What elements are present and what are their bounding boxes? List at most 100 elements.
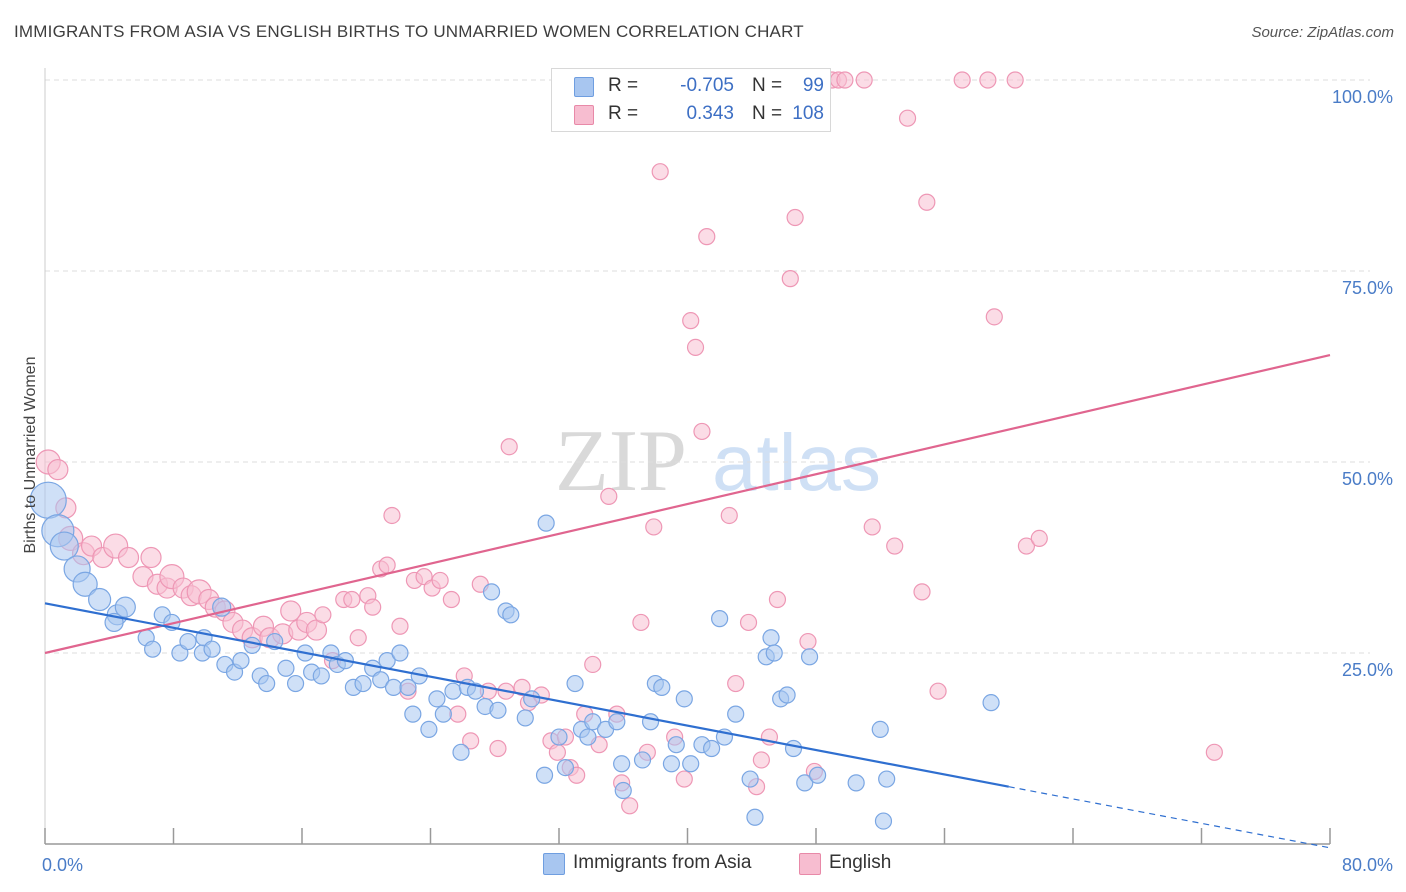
english-point [548, 743, 566, 761]
asia-point [982, 694, 1000, 712]
asia-point [434, 705, 452, 723]
english-point [513, 678, 531, 696]
english-point [752, 751, 770, 769]
asia-point [550, 728, 568, 746]
asia-point [871, 720, 889, 739]
english-point [47, 459, 69, 481]
english-point [686, 338, 705, 356]
asia-point [258, 674, 276, 693]
asia-point [566, 674, 584, 693]
asia-point [608, 713, 626, 731]
legend-n-value-english: 108 [792, 103, 824, 124]
legend-r-value-asia: -0.705 [680, 75, 734, 96]
y-tick-label: 75.0% [1342, 278, 1393, 298]
asia-point [667, 736, 685, 754]
legend-r-value-english: 0.343 [686, 103, 734, 124]
english-point [117, 546, 140, 569]
english-point [886, 537, 904, 555]
asia-point [49, 531, 79, 561]
english-point [621, 797, 639, 815]
asia-point [523, 690, 541, 708]
english-point [1030, 529, 1048, 548]
asia-point [614, 781, 632, 800]
english-point [918, 193, 936, 211]
asia-point [746, 808, 764, 826]
asia-point [778, 686, 796, 704]
legend-n-label: N = [752, 75, 783, 96]
zipatlas-watermark: ZIP atlas [555, 413, 881, 510]
grid-lines [45, 79, 1370, 654]
english-point [786, 208, 804, 227]
x-tick-label-min: 0.0% [42, 855, 83, 875]
english-point [979, 71, 997, 89]
english-point [682, 312, 700, 330]
series-legend: Immigrants from Asia English [0, 852, 1406, 878]
asia-trend-extension [1008, 786, 1331, 849]
english-point [442, 590, 460, 609]
asia-point [847, 774, 865, 792]
asia-point [633, 751, 652, 769]
asia-point [466, 682, 485, 700]
series-label-asia: Immigrants from Asia [573, 852, 752, 873]
chart-title: IMMIGRANTS FROM ASIA VS ENGLISH BIRTHS T… [14, 22, 804, 41]
series-swatch-english [799, 853, 821, 875]
axes [44, 68, 1331, 845]
english-point [280, 600, 302, 622]
asia-point [232, 652, 250, 670]
asia-point [711, 610, 729, 628]
english-point [799, 632, 817, 651]
asia-point [556, 758, 575, 777]
asia-point [399, 678, 417, 696]
asia-point [809, 766, 827, 784]
legend-n-value-asia: 99 [802, 75, 824, 96]
asia-point [286, 674, 305, 693]
english-point [651, 163, 669, 181]
asia-trend-line [44, 602, 1009, 788]
asia-point [243, 636, 261, 654]
asia-point [653, 678, 671, 696]
english-point [645, 518, 663, 536]
legend-r-label: R = [608, 103, 639, 124]
series-label-english: English [829, 852, 892, 873]
english-point [378, 556, 396, 574]
axis-labels: 25.0% 50.0% 75.0% 100.0% 0.0% 80.0% Births to … [22, 87, 1393, 875]
asia-point [800, 648, 819, 666]
english-trend-line [44, 353, 1331, 655]
english-point [314, 606, 332, 624]
english-point [391, 617, 409, 635]
asia-point [452, 743, 470, 761]
asia-point [203, 640, 221, 658]
y-tick-label: 100.0% [1332, 87, 1393, 107]
asia-point [662, 755, 681, 773]
asia-point [727, 705, 745, 723]
english-point [632, 613, 650, 632]
asia-point [312, 667, 330, 685]
english-point [739, 613, 758, 632]
asia-point [428, 690, 446, 708]
english-point [675, 770, 693, 788]
english-point [727, 674, 745, 693]
asia-point [675, 690, 693, 708]
english-point [953, 71, 971, 89]
english-point [1205, 743, 1223, 761]
english-point [364, 598, 382, 616]
y-tick-label: 50.0% [1342, 469, 1393, 489]
english-point [929, 682, 947, 700]
asia-point [384, 678, 403, 696]
english-point [449, 705, 467, 723]
asia-point [114, 596, 136, 618]
asia-point [391, 644, 409, 662]
english-point [768, 590, 787, 609]
asia-point [277, 659, 295, 677]
asia-point [444, 682, 462, 700]
english-point [913, 583, 931, 601]
y-axis-title: Births to Unmarried Women [22, 356, 39, 553]
english-point [584, 655, 602, 674]
legend-r-label: R = [608, 75, 639, 96]
source-credit: Source: ZipAtlas.com [1251, 24, 1394, 41]
english-point [836, 71, 854, 89]
asia-point [404, 705, 422, 723]
english-point [855, 71, 873, 89]
asia-point [702, 739, 721, 758]
